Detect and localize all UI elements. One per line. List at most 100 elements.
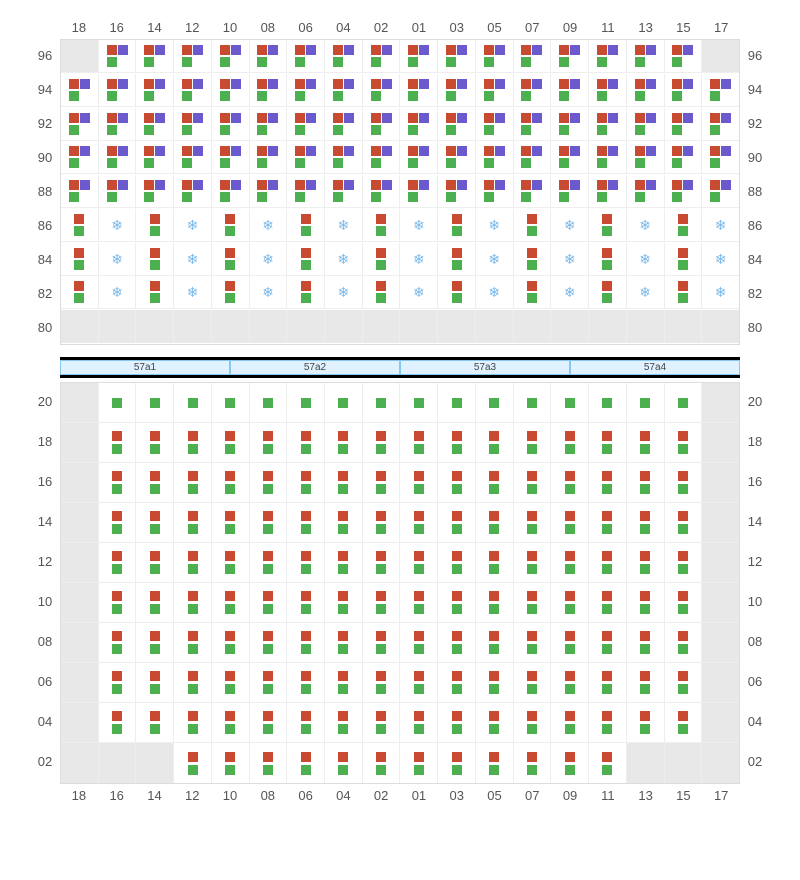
grid-cell[interactable] [325,503,363,543]
grid-cell[interactable] [363,40,401,73]
grid-cell[interactable] [61,543,99,583]
grid-cell[interactable] [212,243,250,276]
grid-cell[interactable] [438,703,476,743]
grid-cell[interactable] [174,543,212,583]
grid-cell[interactable]: ❄ [250,209,288,242]
grid-cell[interactable] [99,623,137,663]
grid-cell[interactable] [250,423,288,463]
grid-cell[interactable] [136,703,174,743]
grid-cell[interactable] [702,583,739,623]
grid-cell[interactable] [61,40,99,73]
grid-cell[interactable]: ❄ [325,243,363,276]
grid-cell[interactable] [400,743,438,783]
grid-cell[interactable] [665,543,703,583]
grid-cell[interactable] [514,141,552,174]
grid-cell[interactable] [400,141,438,174]
grid-cell[interactable] [99,743,137,783]
grid-cell[interactable] [287,583,325,623]
grid-cell[interactable] [400,583,438,623]
grid-cell[interactable] [589,703,627,743]
grid-cell[interactable] [400,703,438,743]
grid-cell[interactable]: ❄ [702,243,739,276]
grid-cell[interactable] [476,74,514,107]
grid-cell[interactable] [212,743,250,783]
grid-cell[interactable] [589,543,627,583]
grid-cell[interactable] [438,74,476,107]
grid-cell[interactable] [589,623,627,663]
grid-cell[interactable] [287,623,325,663]
grid-cell[interactable] [551,383,589,423]
grid-cell[interactable] [551,703,589,743]
grid-cell[interactable] [325,40,363,73]
grid-cell[interactable] [702,175,739,208]
grid-cell[interactable] [702,703,739,743]
grid-cell[interactable] [250,503,288,543]
grid-cell[interactable] [287,503,325,543]
grid-cell[interactable] [438,743,476,783]
grid-cell[interactable] [174,703,212,743]
grid-cell[interactable] [99,310,137,343]
grid-cell[interactable] [61,583,99,623]
grid-cell[interactable] [438,503,476,543]
grid-cell[interactable] [99,543,137,583]
grid-cell[interactable] [438,108,476,141]
grid-cell[interactable] [438,209,476,242]
grid-cell[interactable] [476,583,514,623]
grid-cell[interactable] [589,463,627,503]
grid-cell[interactable] [136,623,174,663]
grid-cell[interactable] [325,623,363,663]
grid-cell[interactable] [212,543,250,583]
grid-cell[interactable] [400,623,438,663]
grid-cell[interactable] [665,310,703,343]
grid-cell[interactable] [476,310,514,343]
grid-cell[interactable] [627,423,665,463]
grid-cell[interactable]: ❄ [476,276,514,309]
grid-cell[interactable] [61,703,99,743]
grid-cell[interactable] [438,383,476,423]
grid-cell[interactable] [702,543,739,583]
grid-cell[interactable] [136,463,174,503]
grid-cell[interactable] [136,276,174,309]
grid-cell[interactable] [174,463,212,503]
grid-cell[interactable] [61,623,99,663]
grid-cell[interactable] [665,623,703,663]
grid-cell[interactable] [589,108,627,141]
grid-cell[interactable]: ❄ [702,209,739,242]
grid-cell[interactable] [325,423,363,463]
grid-cell[interactable] [99,141,137,174]
grid-cell[interactable] [325,703,363,743]
grid-cell[interactable] [514,209,552,242]
grid-cell[interactable] [514,663,552,703]
grid-cell[interactable] [476,423,514,463]
grid-cell[interactable] [136,175,174,208]
grid-cell[interactable] [136,310,174,343]
grid-cell[interactable] [363,543,401,583]
grid-cell[interactable] [476,383,514,423]
grid-cell[interactable] [99,463,137,503]
grid-cell[interactable] [212,703,250,743]
grid-cell[interactable] [627,74,665,107]
grid-cell[interactable] [589,141,627,174]
grid-cell[interactable]: ❄ [99,209,137,242]
grid-cell[interactable]: ❄ [174,276,212,309]
grid-cell[interactable]: ❄ [627,276,665,309]
grid-cell[interactable] [287,310,325,343]
grid-cell[interactable] [363,463,401,503]
grid-cell[interactable] [61,423,99,463]
grid-cell[interactable]: ❄ [250,243,288,276]
grid-cell[interactable] [665,463,703,503]
grid-cell[interactable] [400,383,438,423]
grid-cell[interactable] [514,74,552,107]
grid-cell[interactable] [136,543,174,583]
grid-cell[interactable] [250,310,288,343]
grid-cell[interactable] [363,383,401,423]
grid-cell[interactable] [174,108,212,141]
grid-cell[interactable] [589,276,627,309]
grid-cell[interactable] [514,175,552,208]
grid-cell[interactable] [363,663,401,703]
grid-cell[interactable] [476,175,514,208]
grid-cell[interactable] [665,74,703,107]
grid-cell[interactable] [551,663,589,703]
grid-cell[interactable] [665,743,703,783]
grid-cell[interactable] [136,583,174,623]
